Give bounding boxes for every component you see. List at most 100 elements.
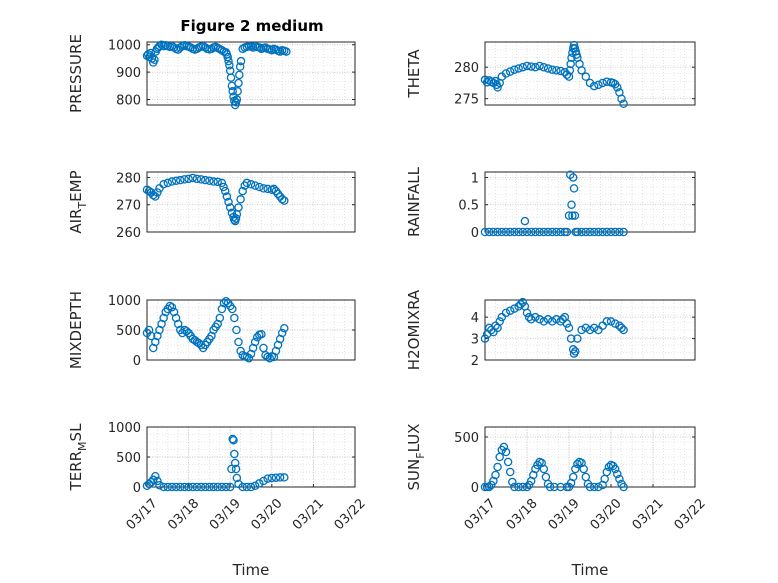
data-point xyxy=(503,457,513,467)
y-axis-label: PRESSURE xyxy=(67,34,85,113)
y-axis-label: H2OMIXRA xyxy=(405,289,423,370)
data-point xyxy=(171,176,181,185)
data-point xyxy=(155,480,164,490)
data-point xyxy=(547,65,557,74)
data-point xyxy=(493,462,502,472)
data-point xyxy=(250,181,260,190)
data-point xyxy=(535,315,544,324)
data-point xyxy=(514,482,523,492)
data-point xyxy=(213,177,222,187)
data-point xyxy=(562,227,572,237)
data-point xyxy=(619,482,628,492)
data-point xyxy=(505,227,515,237)
y-tick-label: 500 xyxy=(454,431,479,446)
data-point xyxy=(280,196,289,205)
data-point xyxy=(480,334,490,343)
data-point xyxy=(188,173,198,183)
data-point xyxy=(610,319,620,328)
data-point xyxy=(265,353,274,363)
data-point xyxy=(514,64,523,73)
data-point xyxy=(514,227,523,237)
data-point xyxy=(255,43,264,52)
data-point xyxy=(250,481,260,491)
y-tick-label: 900 xyxy=(116,66,141,81)
data-point xyxy=(565,66,575,75)
data-point xyxy=(522,61,532,71)
data-point xyxy=(259,184,268,193)
data-point xyxy=(585,227,595,237)
data-point xyxy=(552,66,561,75)
data-point xyxy=(522,482,532,492)
data-point xyxy=(491,321,500,330)
data-point xyxy=(236,346,245,356)
data-point xyxy=(235,62,245,71)
data-point xyxy=(167,482,177,492)
data-point xyxy=(594,227,603,237)
data-point xyxy=(543,64,553,73)
data-point xyxy=(552,227,561,237)
data-point xyxy=(598,321,607,330)
data-point xyxy=(619,99,628,108)
y-tick-label: 1 xyxy=(471,171,479,186)
y-tick-label: 0 xyxy=(471,481,479,496)
data-point xyxy=(577,227,586,237)
data-point xyxy=(157,40,166,49)
data-point xyxy=(619,227,628,237)
data-point xyxy=(484,227,494,237)
data-point xyxy=(169,43,179,52)
data-point xyxy=(209,177,218,186)
data-point xyxy=(610,227,620,237)
data-point xyxy=(230,313,239,323)
data-point xyxy=(501,447,511,457)
data-point xyxy=(581,323,591,333)
data-point xyxy=(535,227,544,237)
data-point xyxy=(146,477,156,487)
data-point xyxy=(499,442,509,452)
y-tick-label: 0 xyxy=(133,354,141,369)
data-point xyxy=(545,482,555,492)
data-point xyxy=(224,197,233,207)
data-point xyxy=(482,78,492,87)
data-point xyxy=(510,482,519,492)
data-point xyxy=(205,482,214,492)
data-point xyxy=(230,449,239,459)
data-point xyxy=(192,174,202,184)
data-point xyxy=(277,195,287,204)
y-tick-label: 280 xyxy=(454,61,479,76)
axes-box xyxy=(484,41,696,106)
data-point xyxy=(501,227,511,237)
data-point xyxy=(200,43,210,52)
data-point xyxy=(581,72,591,81)
data-point xyxy=(230,458,240,468)
data-point xyxy=(224,56,233,66)
data-point xyxy=(226,73,236,82)
data-point xyxy=(242,482,252,492)
data-point xyxy=(505,67,515,76)
data-point xyxy=(581,227,591,237)
data-point xyxy=(518,62,528,72)
data-point xyxy=(257,329,266,339)
data-point xyxy=(182,326,191,336)
data-point xyxy=(148,190,158,200)
data-point xyxy=(215,313,225,323)
y-tick-label: 500 xyxy=(116,451,141,466)
data-point xyxy=(493,227,502,237)
data-point xyxy=(153,476,162,486)
data-point xyxy=(550,482,559,492)
data-point xyxy=(539,317,549,326)
data-point xyxy=(613,83,622,92)
data-point xyxy=(236,195,245,204)
data-point xyxy=(267,473,277,483)
data-point xyxy=(159,180,168,189)
data-point xyxy=(589,482,599,492)
y-axis-label: TERRMSL xyxy=(67,423,89,492)
data-point xyxy=(163,482,173,492)
data-point xyxy=(151,471,160,481)
data-point xyxy=(564,323,574,333)
data-point xyxy=(487,480,496,490)
data-point xyxy=(510,304,519,313)
data-point xyxy=(232,473,242,483)
data-point xyxy=(221,296,231,306)
data-point xyxy=(184,482,193,492)
data-point xyxy=(535,61,544,71)
